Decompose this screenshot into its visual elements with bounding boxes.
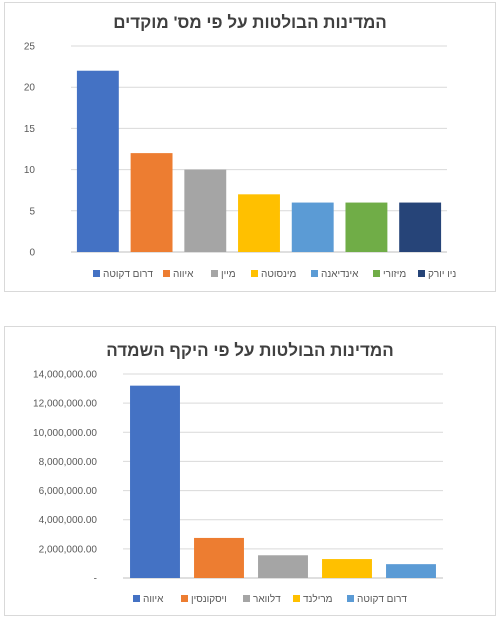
legend-swatch <box>251 270 258 277</box>
legend-swatch <box>243 595 250 602</box>
legend-swatch <box>293 595 300 602</box>
bar <box>130 385 180 578</box>
bar <box>291 202 334 252</box>
legend-label: ויסקונסין <box>191 594 227 605</box>
chart-title: המדינות הבולטות על פי מס' מוקדים <box>113 13 387 32</box>
legend-swatch <box>311 270 318 277</box>
chart-panel-destruction: המדינות הבולטות על פי היקף השמדה - 2,000,… <box>4 326 496 616</box>
y-tick-label: - <box>94 574 97 585</box>
y-tick-label: 6,000,000.00 <box>39 486 98 497</box>
y-tick-label: 2,000,000.00 <box>39 544 98 555</box>
bar <box>130 153 173 252</box>
bar <box>238 194 280 252</box>
legend-label: מיזורי <box>383 269 406 280</box>
legend-label: דלוואר <box>253 593 281 605</box>
legend-swatch <box>133 595 140 602</box>
legend-label: דרום דקוטה <box>103 269 153 280</box>
legend-label: דרום דקוטה <box>357 594 407 605</box>
bar <box>399 202 442 252</box>
legend-swatch <box>373 270 380 277</box>
legend-label: מרילנד <box>303 593 333 605</box>
bar <box>345 202 388 252</box>
bar <box>322 559 372 578</box>
chart-panel-outbreaks: המדינות הבולטות על פי מס' מוקדים 0 5 10 15 2… <box>4 2 496 292</box>
bar <box>194 537 244 578</box>
legend-label: איווה <box>173 269 194 280</box>
y-tick-label: 5 <box>29 206 35 217</box>
bar <box>76 70 119 252</box>
legend-swatch <box>211 270 218 277</box>
bar <box>258 555 308 578</box>
legend-label: מינסוטה <box>261 269 297 280</box>
legend-swatch <box>93 270 100 277</box>
y-tick-label: 0 <box>29 248 35 259</box>
legend-label: אינדיאנה <box>321 269 359 280</box>
legend-label: איווה <box>143 594 164 605</box>
y-tick-label: 14,000,000.00 <box>33 370 97 381</box>
y-tick-label: 10,000,000.00 <box>33 428 97 439</box>
bar-chart-destruction: - 2,000,000.00 4,000,000.00 6,000,000.00 8,0… <box>33 370 443 605</box>
y-tick-label: 10 <box>24 165 36 176</box>
bar <box>184 169 227 252</box>
legend-swatch <box>163 270 170 277</box>
bar-chart-outbreaks: 0 5 10 15 20 25 דרום דקוטה איווה מיין מינסוטה אינד… <box>24 42 457 281</box>
y-tick-label: 20 <box>24 83 36 94</box>
y-tick-label: 4,000,000.00 <box>39 515 98 526</box>
bar <box>386 564 436 578</box>
y-tick-label: 15 <box>24 124 36 135</box>
legend-label: ניו יורק <box>428 269 456 280</box>
legend-swatch <box>347 595 354 602</box>
y-tick-label: 8,000,000.00 <box>39 457 98 468</box>
y-tick-label: 12,000,000.00 <box>33 399 97 410</box>
legend-label: מיין <box>221 269 236 280</box>
legend-swatch <box>181 595 188 602</box>
legend-swatch <box>418 270 425 277</box>
chart-title: המדינות הבולטות על פי היקף השמדה <box>106 341 394 360</box>
y-tick-label: 25 <box>24 42 36 53</box>
